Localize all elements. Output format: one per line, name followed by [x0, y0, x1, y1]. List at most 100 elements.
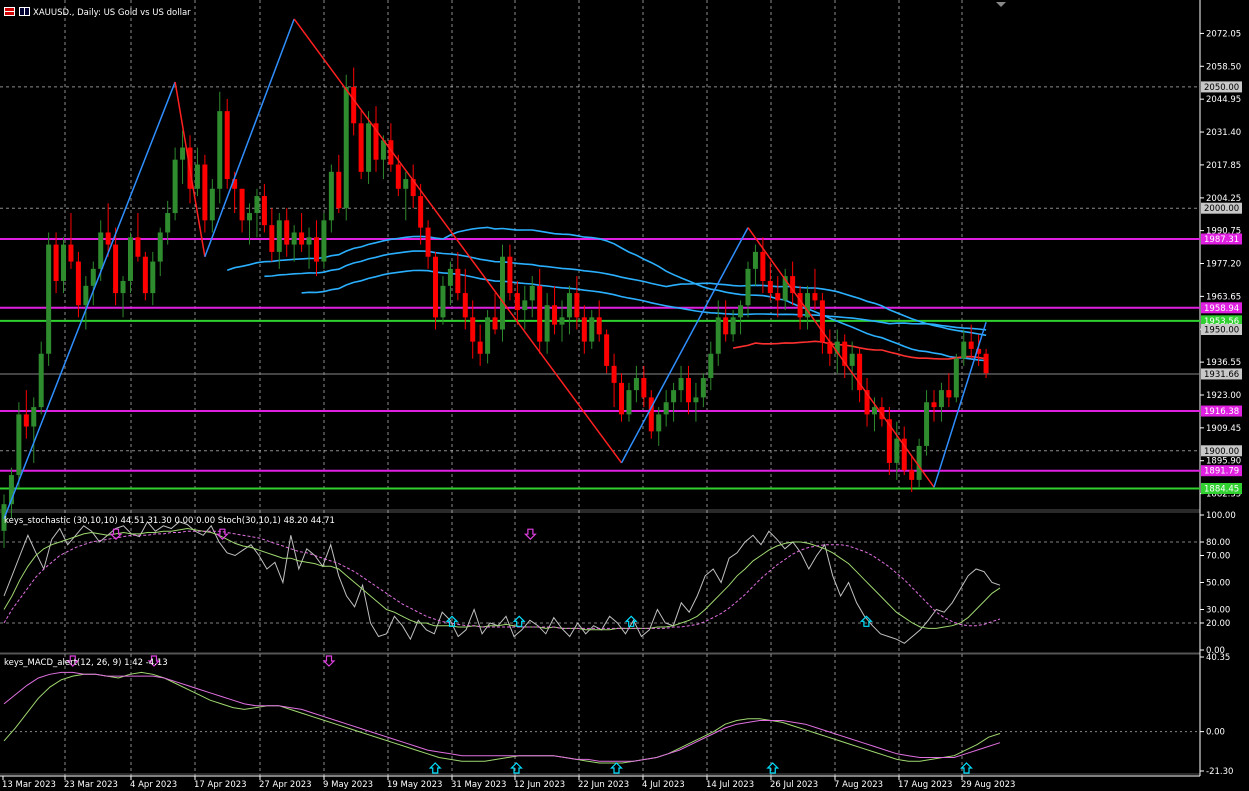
price-tag — [1201, 202, 1242, 214]
price-tag — [1201, 323, 1242, 335]
candle-body — [410, 179, 416, 197]
zigzag-line — [3, 18, 987, 519]
price-tick-label: 1895.90 — [1206, 457, 1241, 467]
arrow-up-icon — [510, 762, 523, 774]
level-tag-label: 1884.45 — [1204, 485, 1239, 495]
candle-body — [537, 285, 543, 342]
stoch-tick-label: 0.00 — [1206, 646, 1225, 656]
level-tag-label: 1958.94 — [1204, 304, 1239, 314]
stochastic-line — [3, 520, 1001, 644]
price-tag-label: 2050.00 — [1204, 83, 1239, 93]
macd-tick-label: 40.35 — [1206, 653, 1230, 663]
candle-body — [819, 300, 825, 342]
date-tick-label: 19 May 2023 — [387, 780, 442, 790]
date-tick-label: 27 Apr 2023 — [259, 780, 312, 790]
candle-body — [931, 402, 937, 408]
candle-body — [611, 365, 617, 383]
price-tick-label: 2058.50 — [1206, 62, 1241, 72]
arrow-down-icon — [322, 655, 336, 667]
candle-body — [715, 317, 721, 354]
price-tag-label: 1950.00 — [1204, 325, 1239, 335]
date-tick-label: 22 Jun 2023 — [578, 780, 629, 790]
candle-body — [16, 414, 22, 476]
candle-body — [619, 382, 625, 415]
candle-body — [194, 164, 200, 189]
zigzag-segment — [204, 18, 295, 257]
arrow-down-icon — [109, 528, 123, 541]
macd-tick-label: 0.00 — [1206, 728, 1225, 738]
date-tick-label: 23 Mar 2023 — [64, 780, 118, 790]
candle-body — [671, 390, 677, 403]
candle-body — [797, 293, 803, 318]
level-tag — [1201, 233, 1242, 245]
scroll-marker-icon[interactable] — [996, 2, 1006, 7]
candle-body — [462, 293, 468, 318]
candle-body — [871, 407, 877, 415]
candle-body — [499, 256, 505, 330]
candle-body — [75, 261, 81, 306]
candle-body — [916, 445, 922, 480]
level-tag — [1201, 465, 1242, 477]
candlestick-series — [1, 67, 989, 548]
stochastic-line — [3, 527, 1001, 631]
stoch-tick-label: 30.00 — [1206, 606, 1230, 616]
candle-body — [261, 196, 267, 226]
candle-body — [938, 390, 944, 408]
candle-body — [433, 256, 439, 318]
price-tick-label: 2017.85 — [1206, 161, 1241, 171]
candle-body — [879, 407, 885, 420]
candle-body — [135, 237, 141, 257]
candle-body — [440, 285, 446, 318]
price-tag-label: 1931.66 — [1204, 370, 1239, 380]
candle-body — [909, 470, 915, 480]
level-tag-label: 1987.31 — [1204, 235, 1239, 245]
stoch-tick-label: 20.00 — [1206, 619, 1230, 629]
candle-body — [254, 196, 260, 214]
macd-title: keys_MACD_alert(12, 26, 9) 1.42 -4.13 — [4, 658, 168, 668]
candle-body — [366, 123, 372, 172]
moving-average-line — [226, 226, 987, 362]
price-tag — [1201, 445, 1242, 457]
date-tick-label: 29 Aug 2023 — [961, 780, 1015, 790]
arrow-up-icon — [960, 762, 973, 774]
price-axis: 2072.05 2058.50 2044.95 2031.40 2017.85 2004.… — [1200, 29, 1242, 777]
candle-body — [946, 390, 952, 398]
candle-body — [224, 111, 230, 180]
zigzag-segment — [293, 18, 623, 464]
candle-body — [447, 268, 453, 286]
candle-body — [202, 164, 208, 221]
candle-body — [790, 276, 796, 294]
candle-body — [217, 111, 223, 189]
candle-body — [358, 123, 364, 172]
arrow-down-icon — [215, 528, 229, 541]
candle-body — [113, 244, 119, 294]
date-tick-label: 17 Aug 2023 — [898, 780, 952, 790]
candle-body — [648, 397, 654, 432]
candle-body — [351, 86, 357, 124]
candle-body — [373, 123, 379, 160]
level-tag — [1201, 483, 1242, 495]
level-tag — [1201, 405, 1242, 417]
candle-body — [313, 237, 319, 262]
candle-body — [782, 276, 788, 301]
arrow-up-icon — [610, 762, 623, 774]
candle-body — [604, 334, 610, 366]
candle-body — [953, 358, 959, 398]
date-tick-label: 12 Jun 2023 — [514, 780, 565, 790]
candle-body — [581, 317, 587, 342]
candle-body — [857, 353, 863, 391]
candle-body — [68, 244, 74, 262]
candle-body — [976, 348, 982, 354]
candle-body — [544, 305, 550, 342]
moving-averages — [226, 226, 987, 362]
arrow-down-icon — [147, 655, 161, 667]
candle-body — [157, 232, 163, 262]
price-tick-label: 2044.95 — [1206, 95, 1241, 105]
date-tick-label: 26 Jul 2023 — [770, 780, 818, 790]
stochastic-line — [3, 530, 1001, 629]
candle-body — [566, 293, 572, 318]
price-tick-label: 2004.25 — [1206, 194, 1241, 204]
candle-body — [752, 251, 758, 269]
